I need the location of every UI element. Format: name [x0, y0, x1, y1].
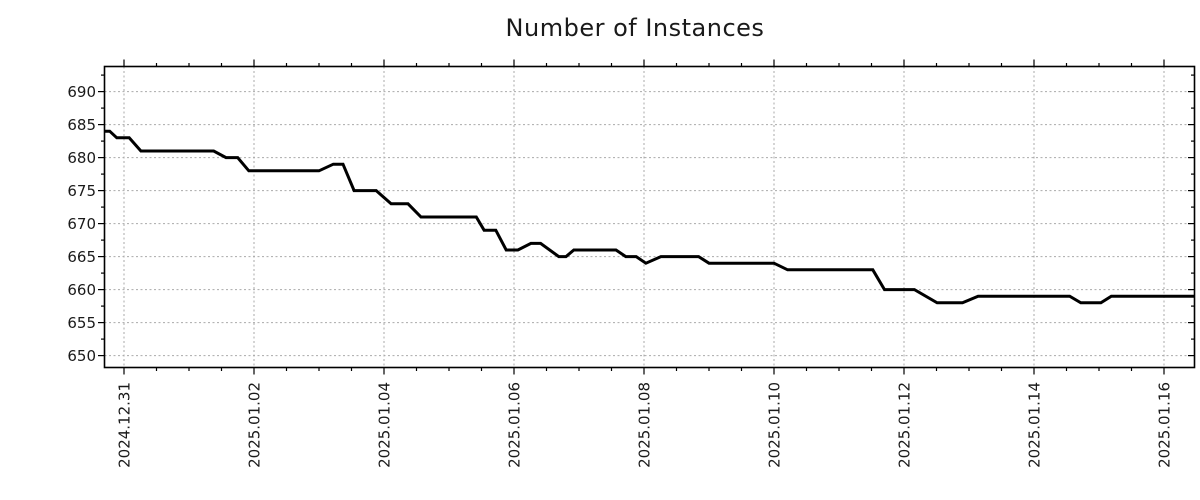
data-line — [104, 129, 1195, 305]
x-tick-labels: 2024.12.31 2025.01.02 2025.01.04 2025.01.06… — [116, 382, 1174, 468]
chart-title: Number of Instances — [505, 14, 765, 42]
x-tick-label: 2025.01.12 — [896, 382, 914, 468]
y-tick-label: 660 — [67, 281, 96, 299]
gridlines — [104, 66, 1195, 368]
y-tick-label: 665 — [67, 248, 96, 266]
y-tick-label: 655 — [67, 314, 96, 332]
y-tick-label: 650 — [67, 347, 96, 365]
plot-border — [103, 65, 1196, 369]
x-tick-label: 2024.12.31 — [116, 382, 134, 468]
x-tick-label: 2025.01.08 — [636, 382, 654, 468]
y-tick-label: 675 — [67, 182, 96, 200]
axis-ticks — [98, 59, 1195, 375]
x-tick-label: 2025.01.04 — [376, 382, 394, 468]
x-tick-label: 2025.01.14 — [1026, 382, 1044, 468]
x-tick-label: 2025.01.10 — [766, 382, 784, 468]
y-tick-label: 670 — [67, 215, 96, 233]
x-tick-label: 2025.01.06 — [506, 382, 524, 468]
y-tick-label: 690 — [67, 83, 96, 101]
y-tick-labels: 650 655 660 665 670 675 680 685 690 — [67, 83, 96, 365]
y-tick-label: 685 — [67, 116, 96, 134]
y-tick-label: 680 — [67, 149, 96, 167]
x-tick-label: 2025.01.16 — [1156, 382, 1174, 468]
x-tick-label: 2025.01.02 — [246, 382, 264, 468]
